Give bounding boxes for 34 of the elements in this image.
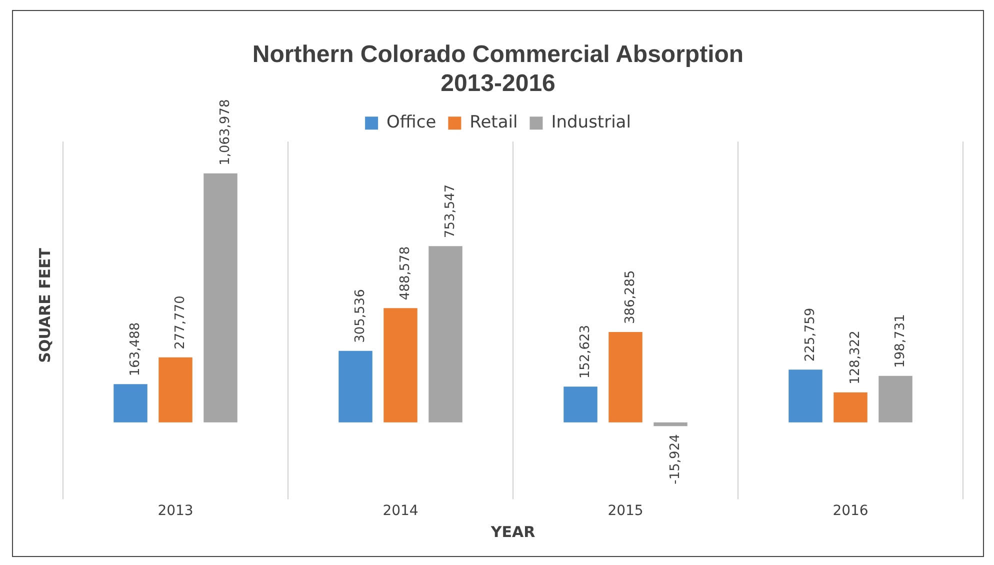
data-label: 277,770 [172, 296, 188, 350]
data-label: 488,578 [398, 246, 413, 300]
x-axis-title: YEAR [490, 522, 536, 541]
y-axis-title: SQUARE FEET [36, 247, 54, 363]
bar [834, 392, 868, 422]
bar [428, 246, 462, 422]
bar [564, 386, 598, 422]
bar [158, 357, 192, 422]
x-tick-label: 2013 [158, 503, 194, 520]
bar [114, 384, 148, 422]
data-label: 753,547 [442, 184, 458, 238]
chart-title: Northern Colorado Commercial Absorption 2013-2016 [252, 41, 744, 97]
bar [878, 376, 912, 422]
legend-label: Industrial [551, 112, 631, 133]
x-tick-label: 2015 [608, 503, 644, 520]
legend-label: Office [386, 112, 436, 133]
data-label: -15,924 [668, 434, 683, 484]
legend-label: Retail [470, 112, 518, 133]
bar [654, 422, 688, 426]
data-label: 198,731 [892, 314, 908, 368]
x-tick-label: 2016 [832, 503, 868, 520]
bar [204, 173, 238, 422]
data-label: 128,322 [848, 330, 863, 384]
bar [384, 308, 418, 422]
data-label: 152,623 [578, 324, 593, 379]
data-label: 305,536 [352, 289, 368, 343]
data-label: 386,285 [622, 270, 638, 324]
bar [788, 370, 822, 422]
data-label: 163,488 [128, 322, 143, 376]
bar [608, 332, 642, 422]
bar [338, 350, 372, 422]
data-label: 1,063,978 [218, 99, 233, 166]
x-tick-label: 2014 [382, 503, 418, 520]
data-label: 225,759 [802, 308, 818, 362]
